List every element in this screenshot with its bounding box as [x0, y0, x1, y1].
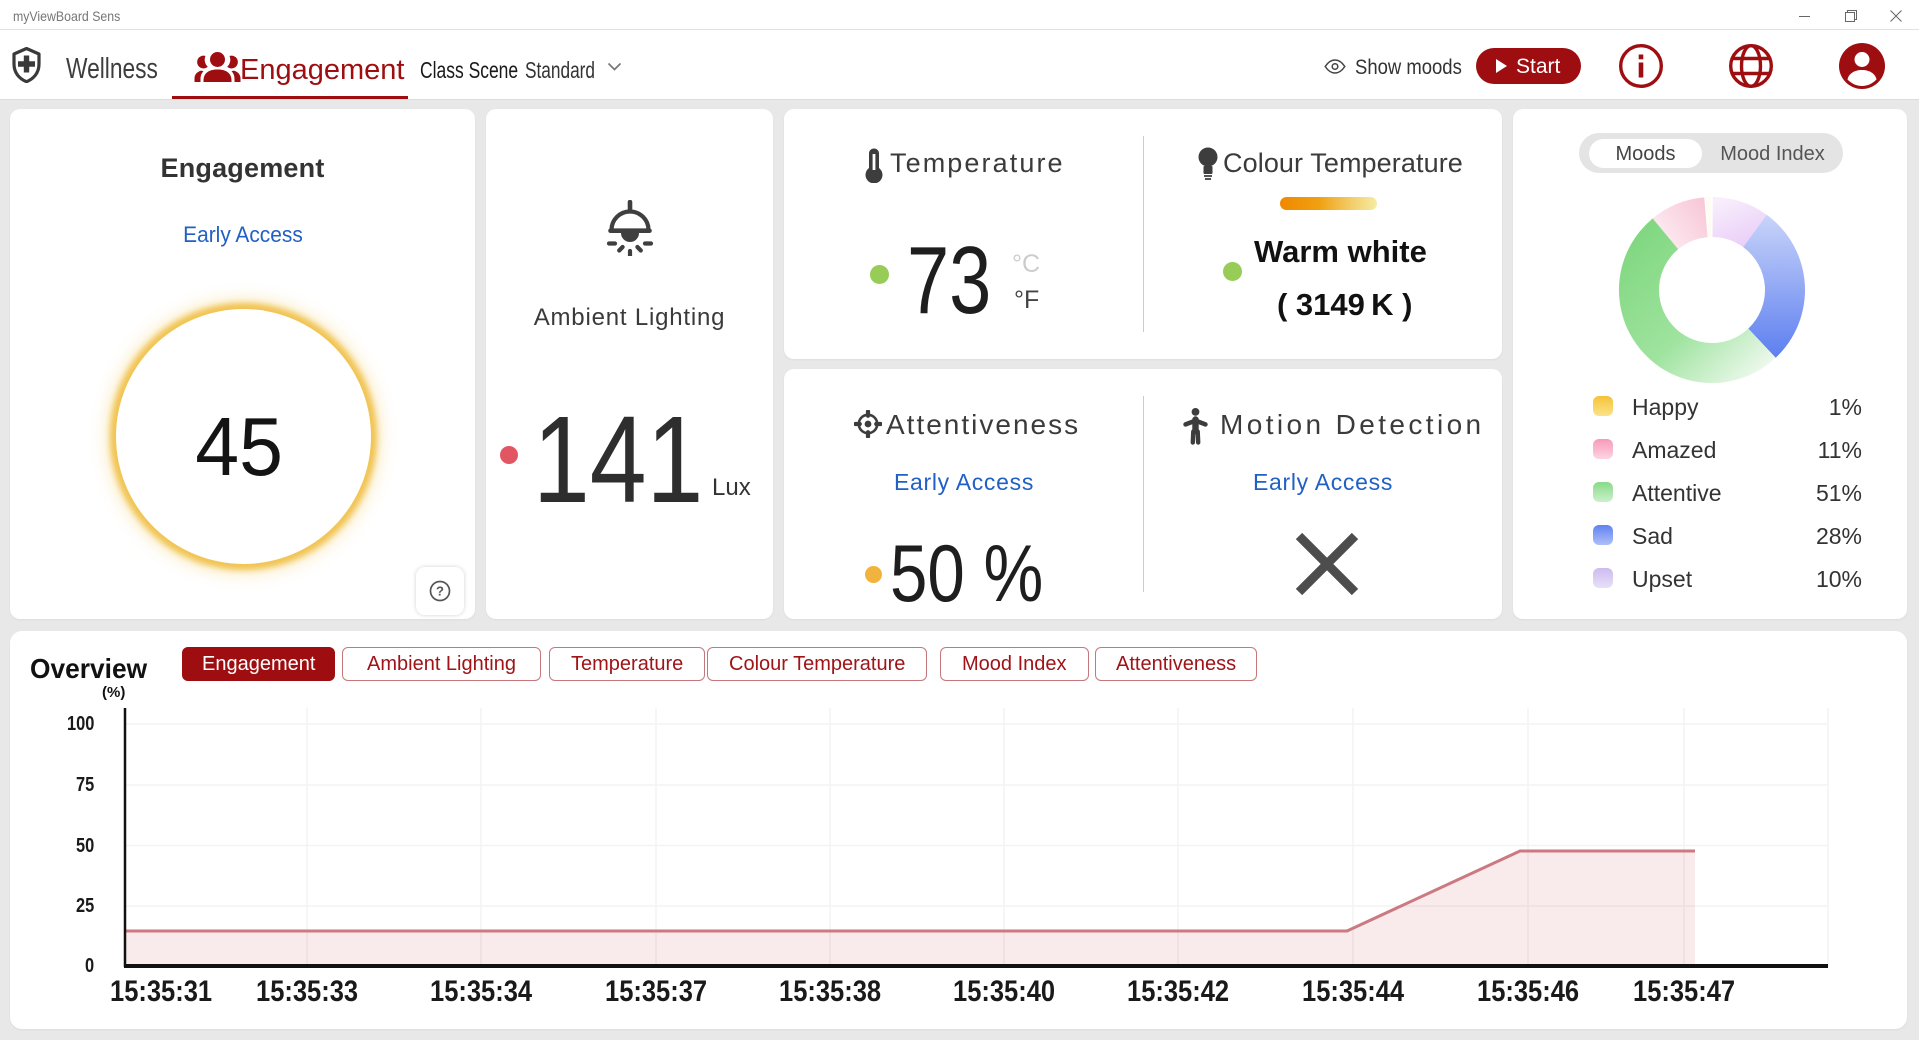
svg-text:?: ? — [436, 584, 444, 599]
